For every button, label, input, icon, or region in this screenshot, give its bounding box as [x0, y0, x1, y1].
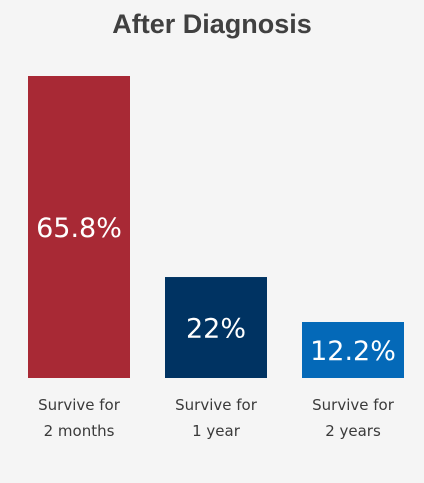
bar-value-label-2: 22%: [186, 314, 246, 345]
category-label-2-line-2: 1 year: [192, 422, 241, 440]
bar-value-label-1: 65.8%: [36, 213, 122, 244]
bar-2: [165, 277, 267, 378]
chart-title: After Diagnosis: [112, 9, 312, 39]
category-label-1-line-2: 2 months: [44, 422, 115, 440]
category-label-3-line-1: Survive for: [312, 396, 395, 414]
category-label-2-line-1: Survive for: [175, 396, 258, 414]
bar-3: [302, 322, 404, 378]
category-label-3-line-2: 2 years: [325, 422, 381, 440]
bar-1: [28, 76, 130, 378]
category-label-1-line-1: Survive for: [38, 396, 121, 414]
bar-value-label-3: 12.2%: [310, 336, 396, 367]
